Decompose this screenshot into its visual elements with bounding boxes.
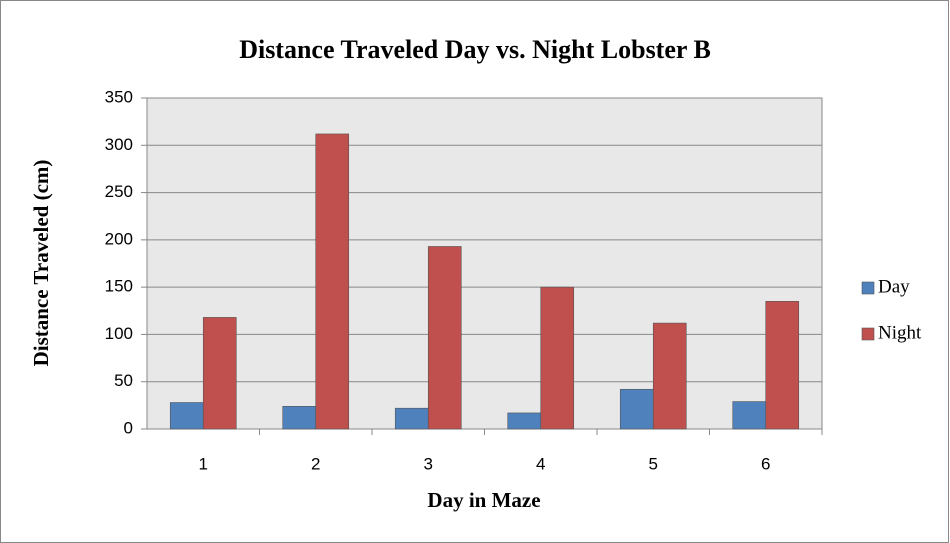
legend-label: Night bbox=[878, 322, 922, 343]
legend-swatch bbox=[861, 281, 875, 295]
y-tick-label: 100 bbox=[105, 324, 133, 343]
plot-area bbox=[146, 97, 823, 430]
y-tick-label: 0 bbox=[124, 418, 133, 437]
legend-swatch bbox=[861, 327, 875, 341]
x-tick-label: 5 bbox=[649, 454, 658, 473]
bar bbox=[394, 407, 429, 430]
y-tick-label: 350 bbox=[105, 87, 133, 106]
bar bbox=[652, 322, 687, 430]
y-tick-label: 300 bbox=[105, 135, 133, 154]
y-tick-label: 50 bbox=[114, 371, 133, 390]
y-tick-label: 200 bbox=[105, 229, 133, 248]
bar bbox=[732, 401, 767, 430]
chart-title: Distance Traveled Day vs. Night Lobster … bbox=[239, 35, 711, 64]
y-tick-label: 250 bbox=[105, 182, 133, 201]
bar bbox=[540, 286, 575, 430]
bar bbox=[507, 412, 542, 430]
x-tick-label: 6 bbox=[761, 454, 770, 473]
y-tick-label: 150 bbox=[105, 277, 133, 296]
x-tick-label: 4 bbox=[536, 454, 545, 473]
x-tick-label: 3 bbox=[424, 454, 433, 473]
x-tick-label: 2 bbox=[311, 454, 320, 473]
y-axis-label: Distance Traveled (cm) bbox=[29, 160, 53, 367]
bar bbox=[202, 317, 237, 430]
legend-label: Day bbox=[878, 276, 910, 297]
bar bbox=[427, 246, 462, 430]
x-tick-label: 1 bbox=[199, 454, 208, 473]
x-axis-label: Day in Maze bbox=[427, 488, 540, 512]
bar bbox=[282, 406, 317, 430]
bar bbox=[765, 301, 800, 430]
bar bbox=[619, 388, 654, 430]
bar bbox=[169, 402, 204, 430]
bar bbox=[315, 133, 350, 430]
